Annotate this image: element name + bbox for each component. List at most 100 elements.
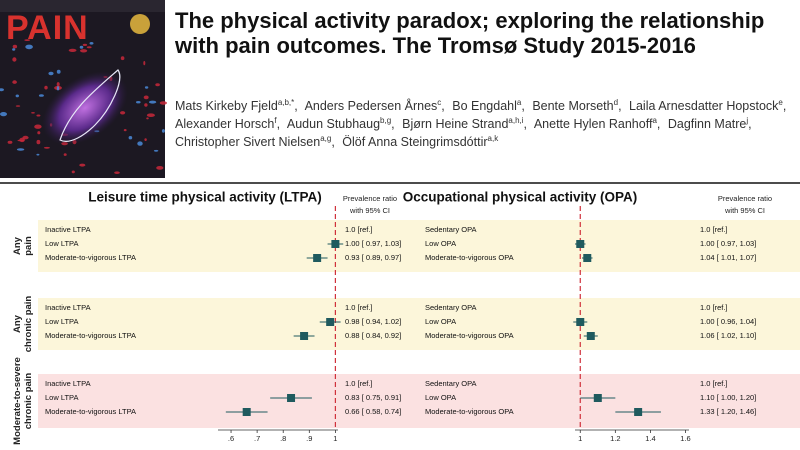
cover-speckle: [89, 42, 94, 45]
point-estimate: [313, 254, 322, 262]
estimate-text: 0.98 [ 0.94, 1.02]: [345, 317, 401, 326]
separator: ,: [523, 117, 528, 131]
separator: ,: [441, 99, 445, 113]
cover-speckle: [137, 141, 143, 146]
cover-speckle: [0, 88, 4, 92]
point-estimate: [576, 318, 585, 326]
author: Mats Kirkeby Fjelda,b,*,: [175, 98, 298, 113]
estimate-text: 0.66 [ 0.58, 0.74]: [345, 407, 401, 416]
estimate-text: 0.93 [ 0.89, 0.97]: [345, 253, 401, 262]
estimate-text: 1.00 [ 0.97, 1.03]: [345, 239, 401, 248]
author: Bo Engdahla,: [452, 97, 525, 113]
author-name: Mats Kirkeby Fjeld: [175, 99, 278, 113]
estimate-text: 0.83 [ 0.75, 0.91]: [345, 393, 401, 402]
cover-speckle: [161, 129, 165, 133]
separator: ,: [391, 117, 395, 131]
group-label: Moderate-to-severe: [12, 357, 23, 445]
cover-speckle: [15, 105, 21, 107]
author: Laila Arnesdatter Hopstocke,: [629, 98, 786, 113]
author-name: Bo Engdahl: [452, 99, 517, 113]
author-name: Christopher Sivert Nielsen: [175, 135, 321, 149]
separator: ,: [331, 135, 335, 149]
group-band: [38, 220, 800, 272]
row-label: Sedentary OPA: [425, 379, 477, 388]
cover-speckle: [38, 94, 44, 97]
row-label: Low LTPA: [45, 393, 79, 402]
cover-speckle: [153, 149, 159, 152]
cover-speckle: [16, 148, 25, 151]
cover-speckle: [156, 166, 164, 170]
cover-speckle: [144, 86, 149, 89]
cover-speckle: [22, 135, 29, 140]
point-estimate: [583, 254, 592, 262]
row-label: Moderate-to-vigorous OPA: [425, 407, 514, 416]
point-estimate: [586, 332, 595, 340]
x-tick-label: 1: [578, 434, 582, 443]
estimate-text: 1.06 [ 1.02, 1.10]: [700, 331, 756, 340]
cover-speckle: [143, 61, 146, 66]
cover-speckle: [43, 146, 50, 149]
ci-header: Prevalence ratio: [343, 194, 397, 203]
point-estimate: [331, 240, 340, 248]
cover-speckle: [7, 140, 13, 144]
cover-speckle: [120, 56, 125, 61]
affiliation: j: [746, 115, 749, 125]
separator: ,: [276, 117, 281, 131]
row-label: Moderate-to-vigorous LTPA: [45, 253, 136, 262]
cover-seal: [130, 14, 150, 34]
point-estimate: [326, 318, 335, 326]
author-name: Anette Hylen Ranhoff: [533, 117, 653, 131]
affiliation: a: [652, 115, 657, 125]
row-label: Low LTPA: [45, 317, 79, 326]
author-name: Laila Arnesdatter Hopstock: [629, 99, 779, 113]
separator: ,: [521, 99, 525, 113]
author-name: Bente Morseth: [532, 99, 614, 113]
row-label: Sedentary OPA: [425, 303, 477, 312]
cover-speckle: [12, 44, 18, 49]
affiliation: a,k: [487, 133, 499, 143]
row-label: Inactive LTPA: [45, 303, 91, 312]
row-label: Sedentary OPA: [425, 225, 477, 234]
cover-band: [0, 0, 165, 12]
ci-header: with 95% CI: [724, 206, 765, 215]
row-label: Low LTPA: [45, 239, 79, 248]
panel-title: Occupational physical activity (OPA): [403, 190, 638, 205]
cover-speckle: [56, 69, 61, 74]
cover-speckle: [48, 71, 54, 76]
cover-speckle: [146, 117, 149, 120]
estimate-text: 1.0 [ref.]: [345, 225, 373, 234]
cover-speckle: [17, 139, 25, 142]
ci-header: Prevalence ratio: [718, 194, 772, 203]
cover-speckle: [80, 49, 88, 53]
estimate-text: 1.0 [ref.]: [700, 303, 728, 312]
cover-speckle: [31, 112, 35, 114]
group-label: pain: [23, 236, 34, 256]
cover-outline: [59, 69, 121, 142]
cover-speckle: [143, 95, 149, 100]
affiliation: a: [516, 97, 522, 107]
author: Dagfinn Matrej,: [668, 115, 752, 131]
cover-speckle: [0, 112, 7, 117]
article-title: The physical activity paradox; exploring…: [175, 8, 765, 58]
author: Ölöf Anna Steingrimsdóttira,k: [342, 133, 499, 149]
group-band: [38, 374, 800, 428]
separator: ,: [748, 117, 752, 131]
cover-speckle: [44, 85, 48, 90]
point-estimate: [287, 394, 296, 402]
affiliation: a,g: [320, 133, 332, 143]
estimate-text: 1.10 [ 1.00, 1.20]: [700, 393, 756, 402]
author: Audun Stubhaugb,g,: [287, 116, 395, 131]
cover-speckle: [79, 163, 86, 167]
row-label: Moderate-to-vigorous LTPA: [45, 407, 136, 416]
estimate-text: 1.04 [ 1.01, 1.07]: [700, 253, 756, 262]
x-tick-label: 1.2: [610, 434, 620, 443]
cover-title: PAIN: [6, 9, 89, 47]
x-tick-label: .9: [306, 434, 312, 443]
cover-speckle: [12, 48, 16, 51]
row-label: Low OPA: [425, 239, 456, 248]
x-tick-label: .6: [228, 434, 234, 443]
x-tick-label: .8: [280, 434, 286, 443]
point-estimate: [300, 332, 309, 340]
ci-header: with 95% CI: [349, 206, 390, 215]
